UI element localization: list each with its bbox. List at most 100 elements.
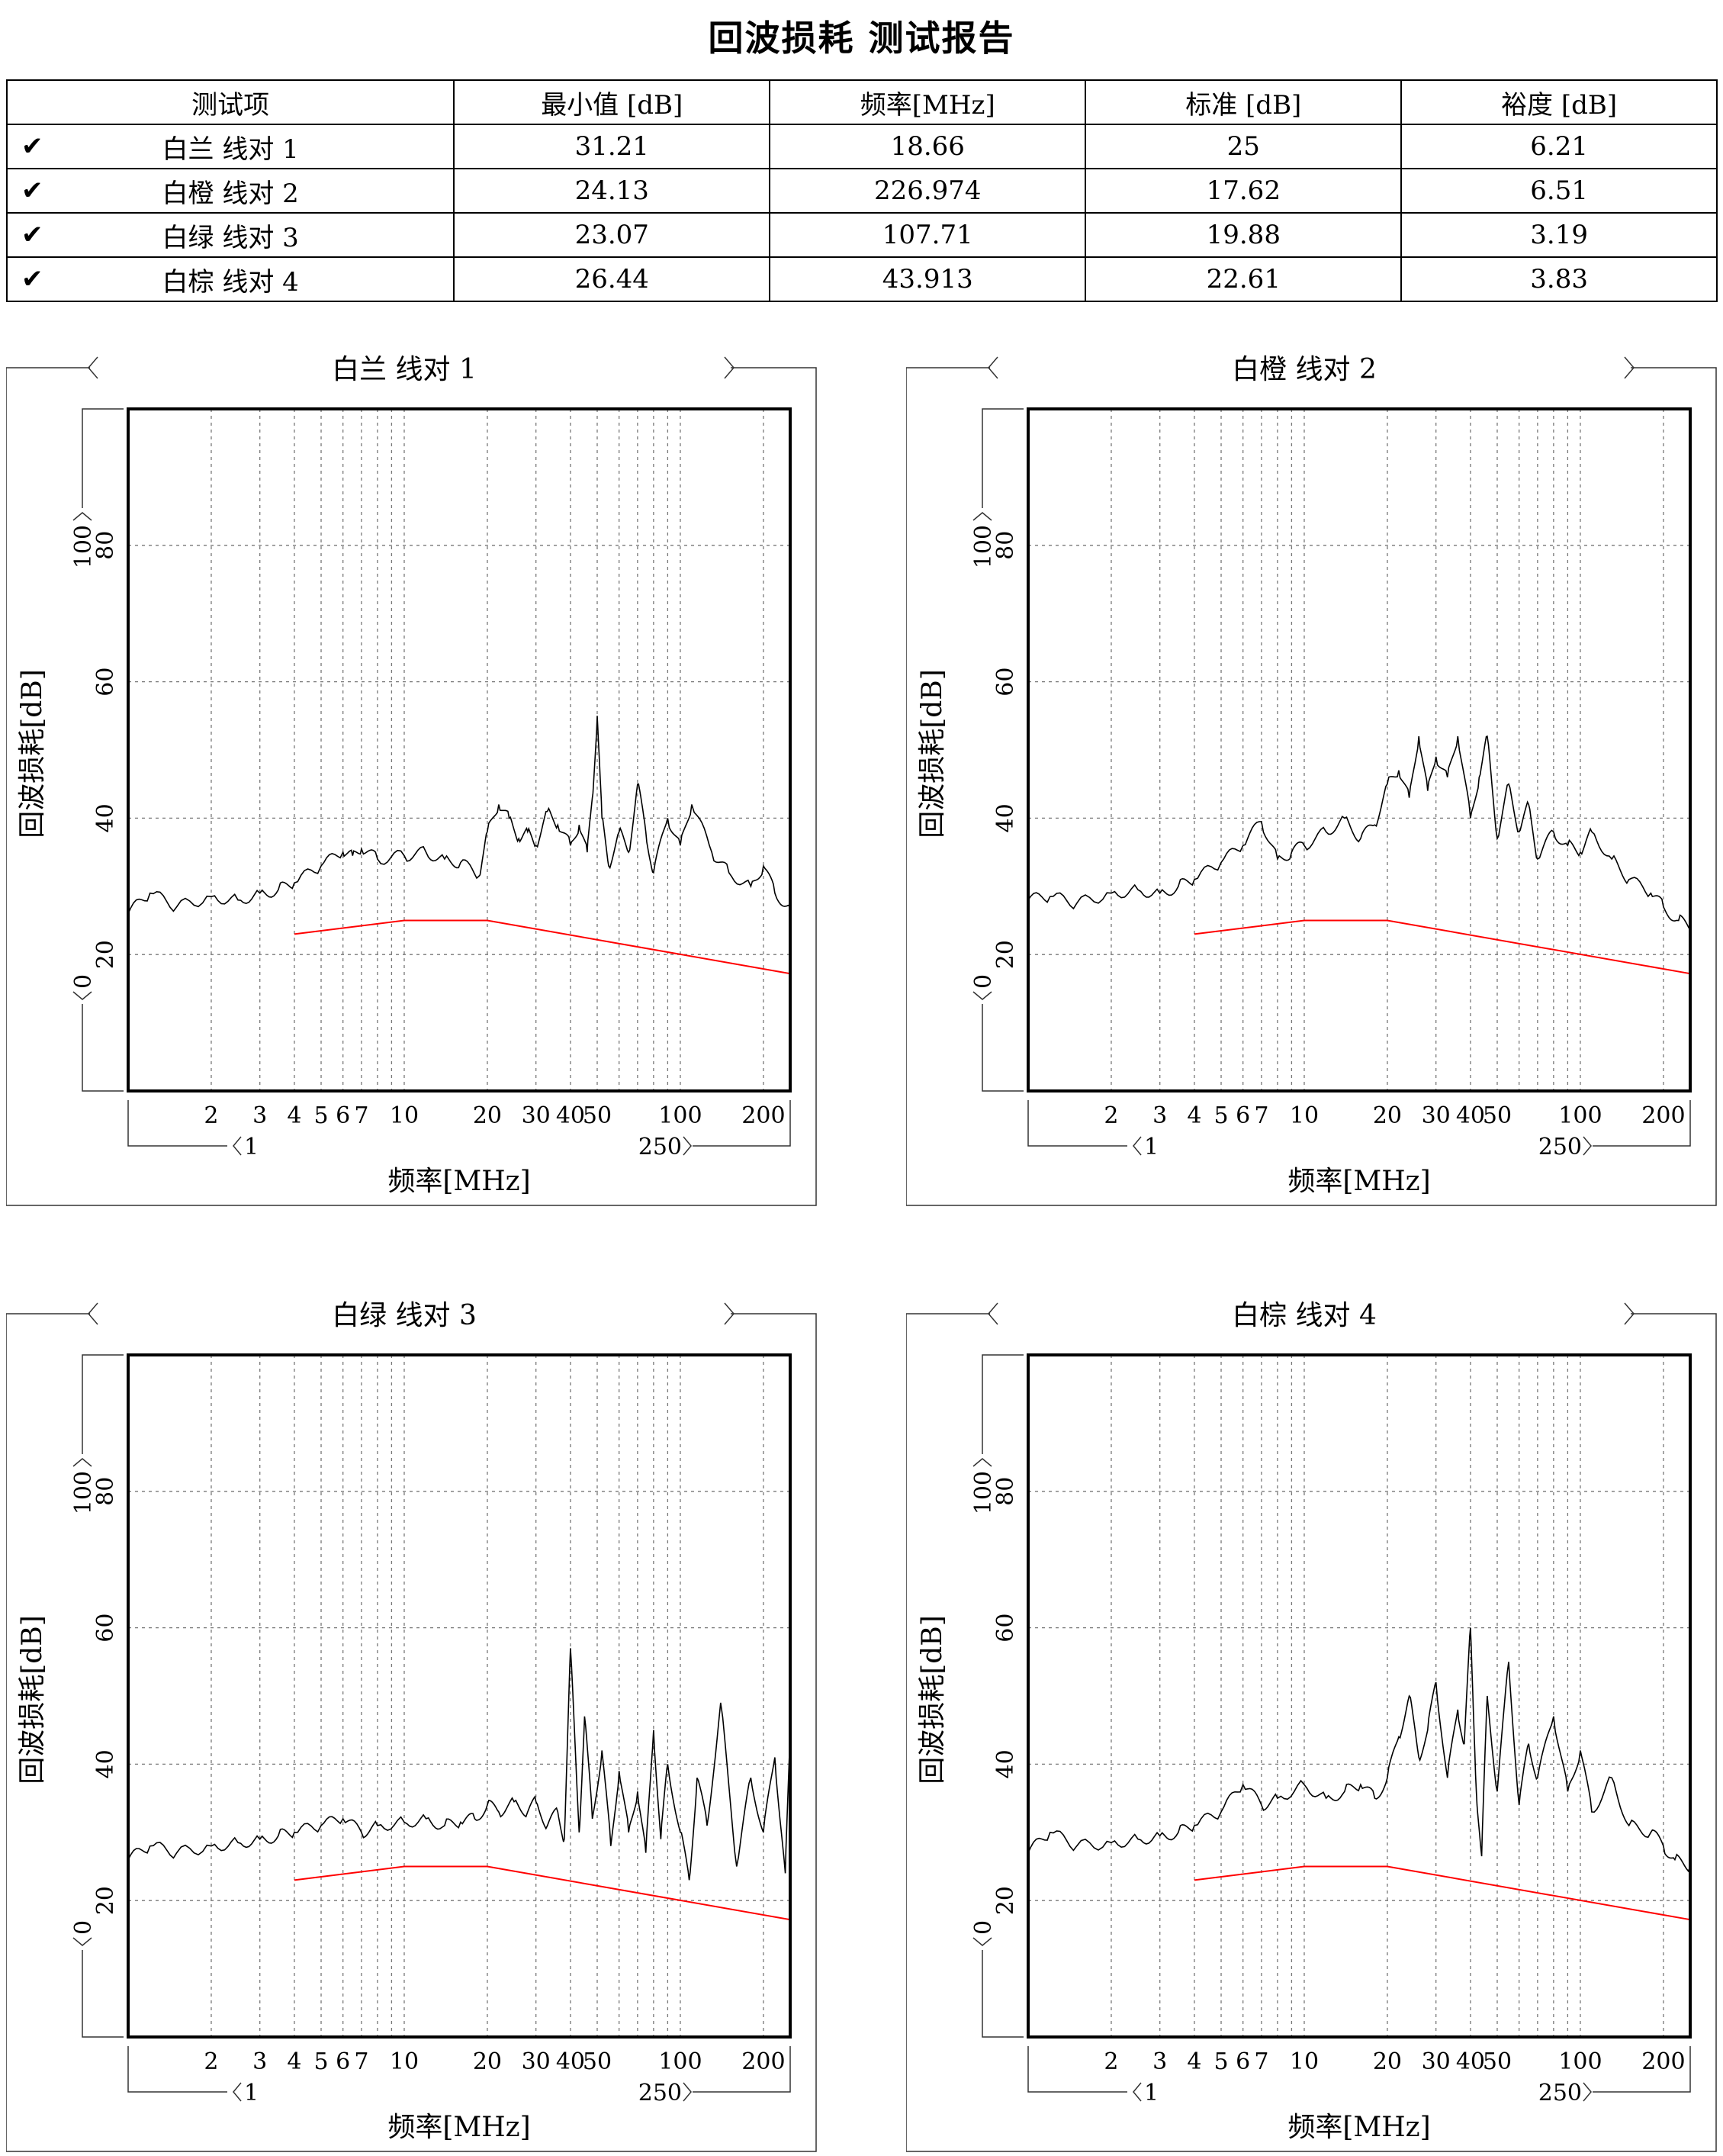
item-label: 白兰 线对 1: [162, 134, 299, 165]
y-min-chevron: [972, 1937, 992, 1946]
x-tick-label: 7: [1254, 1102, 1268, 1129]
x-tick-label: 40: [1456, 1102, 1485, 1129]
x-max-marker: 250: [638, 1134, 682, 1160]
frame-right-chevron: [724, 356, 735, 379]
y-max-chevron: [972, 512, 992, 521]
measured-trace: [127, 1648, 791, 1881]
y-max-chevron: [72, 512, 92, 521]
x-range-bracket-right: [1593, 1100, 1691, 1147]
y-axis-label: 回波损耗[dB]: [17, 669, 48, 838]
frame-right-chevron: [724, 1302, 735, 1325]
x-tick-label: 2: [1104, 2048, 1118, 2075]
x-max-chevron: [1583, 1136, 1592, 1156]
std-value: 25: [1085, 124, 1403, 169]
y-tick-label: 40: [992, 1749, 1019, 1778]
plot-border: [1027, 407, 1692, 1092]
freq-value: 226.974: [769, 168, 1087, 214]
check-icon: ✔: [21, 175, 43, 206]
y-tick-label: 20: [92, 1886, 119, 1915]
chart-title: 白橙 线对 2: [1232, 354, 1377, 385]
chart-pair-3: 白绿 线对 3 2 3 4 5 6 7 10 20 30 40 50 100 200 20 40 60 80 1 25…: [5, 1288, 818, 2153]
min-value: 24.13: [453, 168, 771, 214]
x-tick-label: 4: [1187, 2048, 1201, 2075]
check-icon: ✔: [21, 264, 43, 294]
y-axis-label: 回波损耗[dB]: [17, 1615, 48, 1784]
x-tick-label: 3: [252, 1102, 267, 1129]
column-header-std: 标准 [dB]: [1085, 79, 1403, 125]
x-tick-label: 200: [1641, 1102, 1685, 1129]
x-tick-label: 4: [1187, 1102, 1201, 1129]
chart-pair-4: 白棕 线对 4 2 3 4 5 6 7 10 20 30 40 50 100 200 20 40 60 80 1 25…: [905, 1288, 1718, 2153]
margin-value: 3.19: [1400, 212, 1718, 258]
table-row: ✔ 白兰 线对 1 31.21 18.66 25 6.21: [5, 124, 1718, 169]
table-row: ✔ 白棕 线对 4 26.44 43.913 22.61 3.83: [5, 256, 1718, 302]
x-tick-label: 10: [390, 2048, 419, 2075]
plot-border: [1027, 1353, 1692, 2039]
x-tick-label: 6: [1236, 2048, 1250, 2075]
frame-left-chevron: [988, 356, 998, 379]
y-range-bracket-top: [82, 408, 124, 508]
y-max-marker: 100: [970, 1471, 997, 1514]
check-icon: ✔: [21, 220, 43, 250]
item-cell: ✔ 白绿 线对 3: [5, 212, 455, 258]
y-range-bracket-top: [982, 408, 1024, 508]
y-tick-label: 40: [92, 1749, 119, 1778]
frame-left-chevron: [88, 1302, 98, 1325]
x-tick-label: 7: [354, 1102, 368, 1129]
y-min-marker: 0: [970, 1920, 997, 1935]
x-min-chevron: [233, 2082, 242, 2102]
x-axis-label: 频率[MHz]: [387, 1166, 530, 1197]
table-header-row: 测试项 最小值 [dB] 频率[MHz] 标准 [dB] 裕度 [dB]: [5, 79, 1718, 125]
y-tick-label: 80: [992, 1477, 1019, 1506]
y-tick-label: 80: [92, 1477, 119, 1506]
x-min-chevron: [1133, 1136, 1142, 1156]
x-tick-label: 5: [1213, 1102, 1228, 1129]
outer-frame: [905, 367, 1717, 1206]
freq-value: 18.66: [769, 124, 1087, 169]
x-tick-label: 50: [583, 1102, 612, 1129]
x-min-chevron: [233, 1136, 242, 1156]
y-tick-label: 80: [992, 531, 1019, 560]
chart-title: 白绿 线对 3: [332, 1300, 477, 1331]
y-range-bracket-bottom: [82, 1950, 124, 2038]
column-header-item: 测试项: [5, 79, 455, 125]
x-tick-label: 30: [1422, 1102, 1451, 1129]
y-tick-label: 20: [92, 940, 119, 969]
std-value: 17.62: [1085, 168, 1403, 214]
x-tick-label: 30: [522, 2048, 551, 2075]
x-tick-label: 50: [1483, 1102, 1512, 1129]
x-tick-label: 10: [1290, 1102, 1319, 1129]
y-tick-label: 40: [992, 803, 1019, 832]
x-tick-label: 100: [1558, 1102, 1602, 1129]
x-min-marker: 1: [244, 1134, 259, 1160]
x-tick-label: 7: [354, 2048, 368, 2075]
y-min-marker: 0: [70, 1920, 97, 1935]
x-max-chevron: [1583, 2082, 1592, 2102]
std-value: 19.88: [1085, 212, 1403, 258]
frame-right-chevron: [1624, 1302, 1635, 1325]
y-axis-label: 回波损耗[dB]: [917, 1615, 948, 1784]
item-cell: ✔ 白橙 线对 2: [5, 168, 455, 214]
x-tick-label: 200: [741, 1102, 785, 1129]
plot-border: [127, 407, 792, 1092]
limit-line: [294, 919, 791, 975]
y-tick-label: 60: [992, 668, 1019, 697]
y-max-marker: 100: [70, 1471, 97, 1514]
column-header-margin: 裕度 [dB]: [1400, 79, 1718, 125]
y-tick-label: 60: [92, 1614, 119, 1643]
y-range-bracket-top: [82, 1354, 124, 1454]
measured-trace: [127, 716, 791, 914]
x-tick-label: 6: [1236, 1102, 1250, 1129]
y-max-marker: 100: [970, 525, 997, 568]
freq-value: 107.71: [769, 212, 1087, 258]
x-tick-label: 2: [1104, 1102, 1118, 1129]
y-min-marker: 0: [970, 974, 997, 989]
limit-line: [1194, 1865, 1691, 1921]
measured-trace: [1027, 735, 1691, 928]
x-tick-label: 3: [1152, 1102, 1167, 1129]
item-label: 白绿 线对 3: [162, 222, 299, 253]
y-min-marker: 0: [70, 974, 97, 989]
std-value: 22.61: [1085, 256, 1403, 302]
